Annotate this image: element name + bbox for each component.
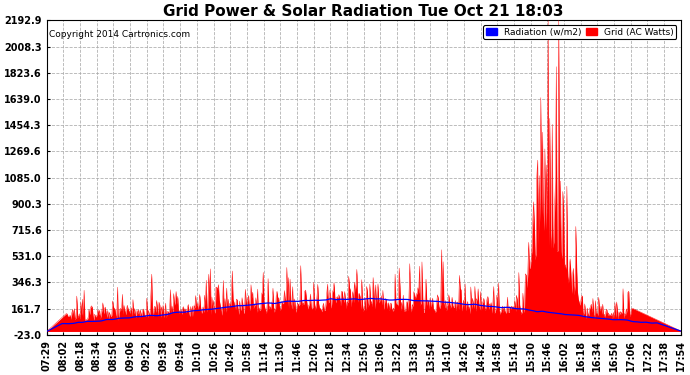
Text: Copyright 2014 Cartronics.com: Copyright 2014 Cartronics.com bbox=[48, 30, 190, 39]
Title: Grid Power & Solar Radiation Tue Oct 21 18:03: Grid Power & Solar Radiation Tue Oct 21 … bbox=[164, 4, 564, 19]
Legend: Radiation (w/m2), Grid (AC Watts): Radiation (w/m2), Grid (AC Watts) bbox=[483, 25, 676, 39]
